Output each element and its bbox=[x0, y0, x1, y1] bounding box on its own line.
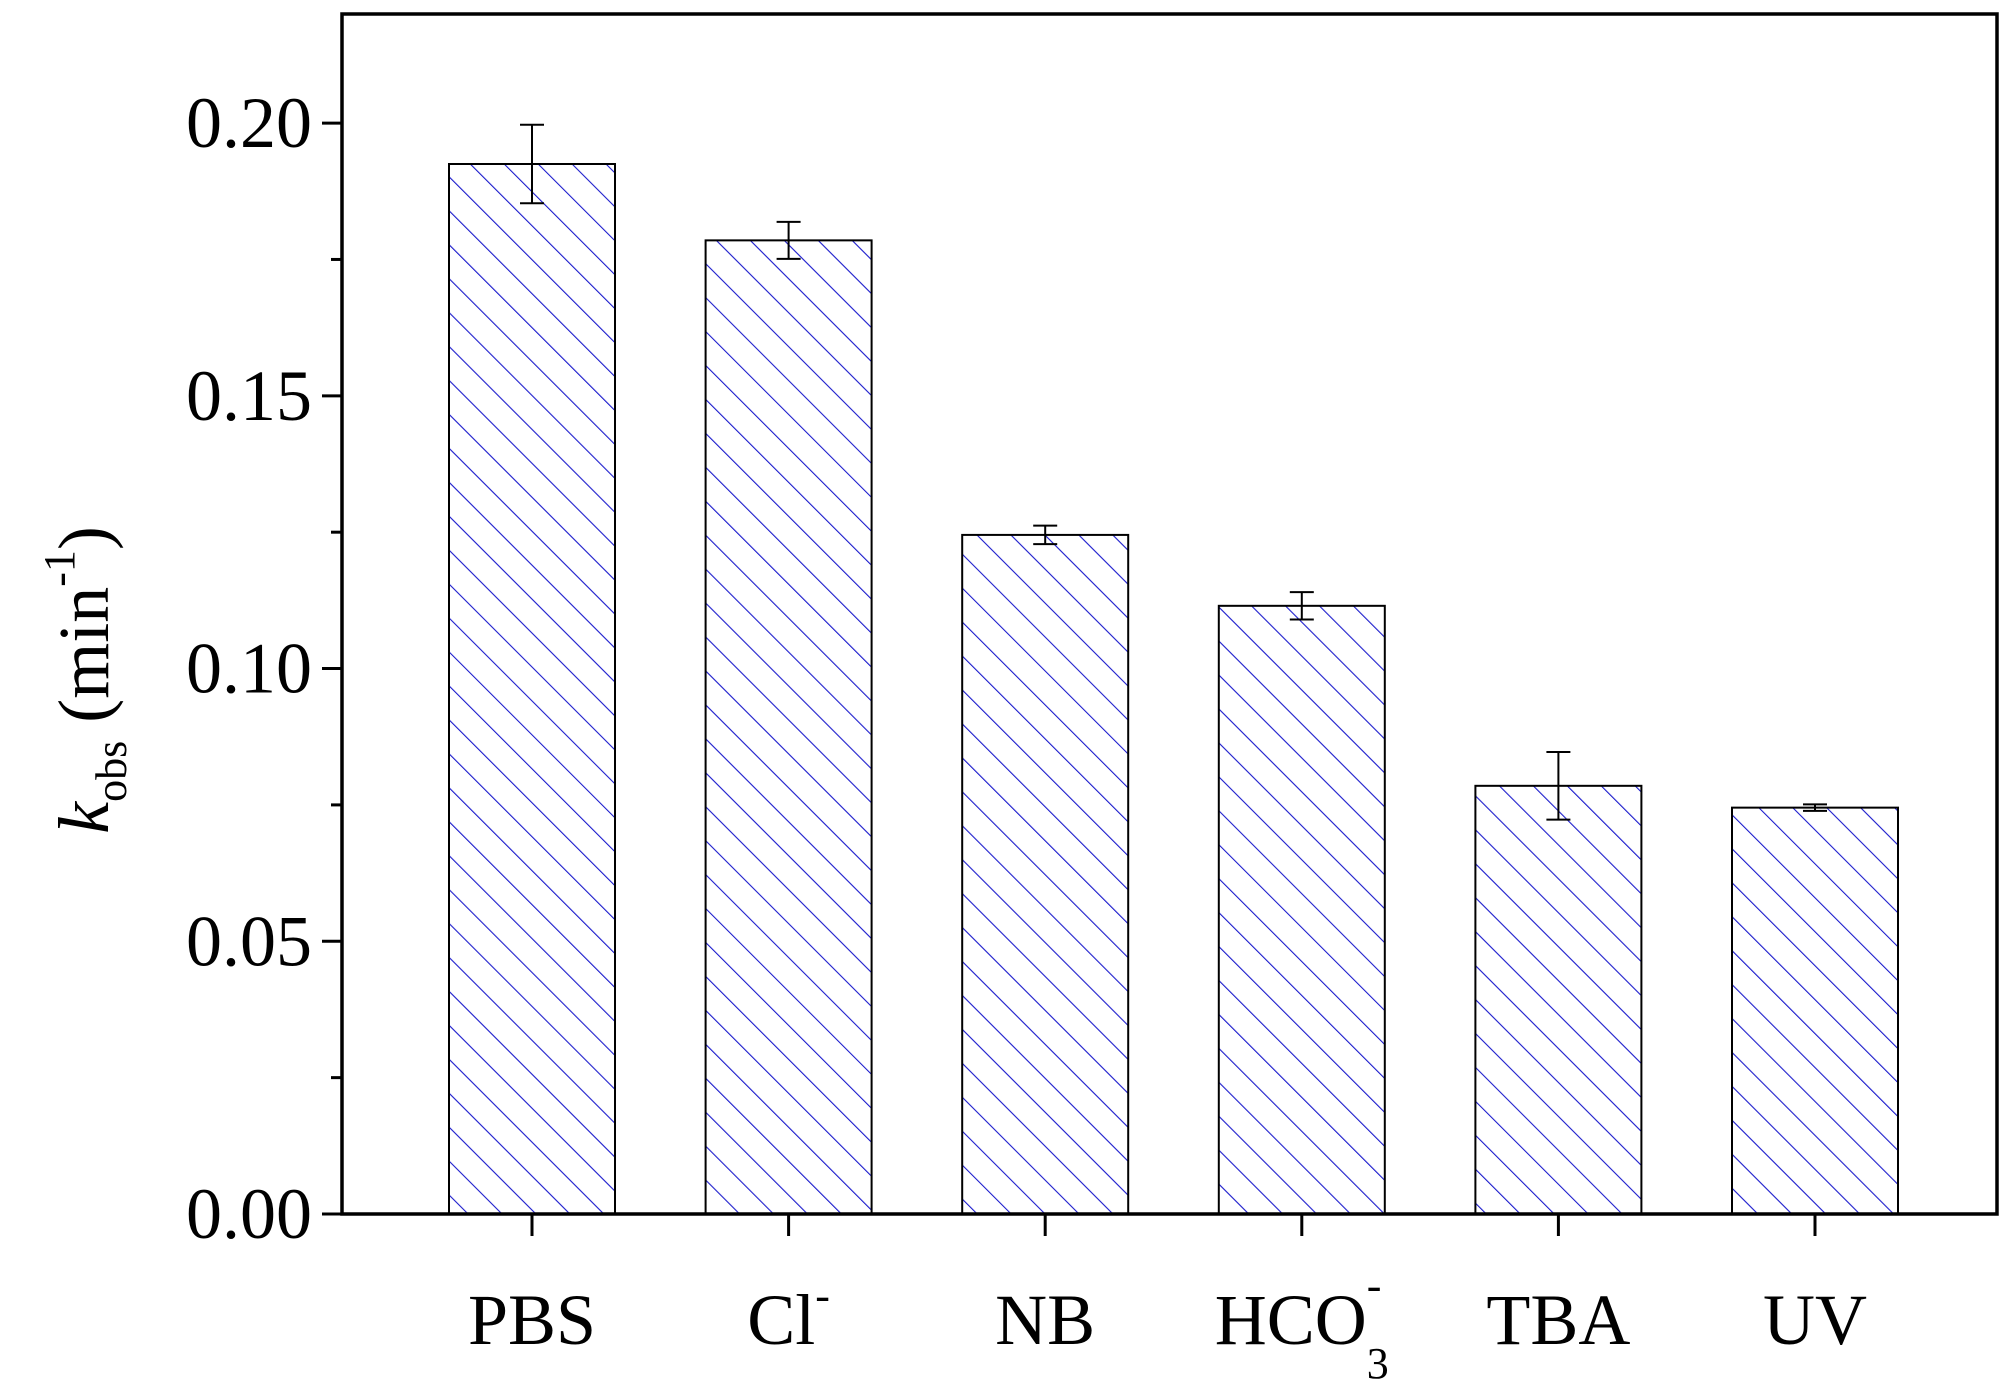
y-axis-title: kobs (min-1) bbox=[35, 526, 136, 834]
x-axis-category-labels: PBS Cl- NB HCO3- TBA UV bbox=[468, 1261, 1867, 1388]
x-label-cl: Cl- bbox=[747, 1271, 830, 1360]
bar-hco bbox=[1217, 604, 1386, 1215]
error-bar-uv bbox=[1803, 803, 1827, 812]
y-tick-label: 0.20 bbox=[186, 83, 312, 163]
bar-tba bbox=[1474, 784, 1643, 1215]
x-label-nb: NB bbox=[995, 1280, 1095, 1360]
error-bar-hco bbox=[1289, 591, 1314, 621]
error-bar-tba bbox=[1546, 751, 1571, 821]
error-bars-group bbox=[520, 123, 1827, 821]
x-label-hco: HCO3- bbox=[1215, 1261, 1389, 1388]
y-axis-ticks bbox=[322, 121, 342, 1216]
y-tick-label: 0.10 bbox=[186, 629, 312, 709]
y-tick-label: 0.05 bbox=[186, 901, 312, 981]
error-bar-nb bbox=[1033, 524, 1058, 546]
y-tick-label: 0.15 bbox=[186, 356, 312, 436]
x-axis-ticks bbox=[530, 1214, 1817, 1236]
bar-pbs bbox=[448, 163, 616, 1215]
x-label-uv: UV bbox=[1763, 1280, 1867, 1360]
bar-nb bbox=[961, 533, 1130, 1215]
bars-group bbox=[448, 163, 1899, 1215]
y-tick-label: 0.00 bbox=[186, 1174, 312, 1254]
y-axis-tick-labels: 0.00 0.05 0.10 0.15 0.20 bbox=[186, 83, 312, 1254]
error-bar-cl bbox=[776, 220, 801, 260]
x-label-pbs: PBS bbox=[468, 1280, 596, 1360]
bar-uv bbox=[1731, 806, 1899, 1215]
error-bar-pbs bbox=[520, 123, 544, 205]
plot-frame bbox=[340, 12, 1999, 1216]
x-label-tba: TBA bbox=[1486, 1280, 1630, 1360]
bar-cl bbox=[704, 239, 873, 1215]
